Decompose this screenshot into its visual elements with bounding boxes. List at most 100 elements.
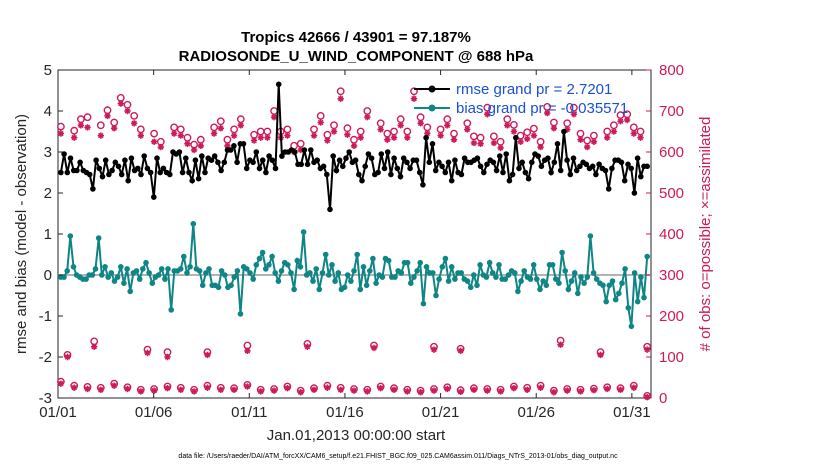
data-point (147, 169, 154, 176)
obs-possible-point (216, 117, 225, 126)
y-right-tick-label: 600 (659, 144, 684, 161)
data-point (502, 276, 509, 282)
series-obs-count (57, 95, 651, 361)
obs-assimilated-point (404, 388, 411, 395)
data-point (602, 167, 609, 174)
data-point (554, 141, 561, 147)
data-point (288, 270, 294, 276)
data-point (535, 153, 541, 159)
data-point (140, 266, 146, 272)
obs-assimilated-point (470, 386, 478, 393)
obs-possible-point (70, 126, 79, 135)
x-tick-label: 01/26 (517, 404, 555, 421)
data-point (111, 278, 118, 284)
data-point (199, 282, 206, 289)
obs-assimilated-point (524, 135, 531, 143)
obs-possible-point (336, 87, 345, 96)
data-point (564, 157, 570, 163)
data-point (381, 165, 388, 172)
obs-assimilated-point (390, 386, 398, 393)
data-point (176, 149, 183, 155)
obs-assimilated-point (524, 386, 531, 393)
data-point (208, 157, 215, 163)
data-point (320, 163, 327, 170)
obs-assimilated-point (497, 388, 504, 395)
obs-assimilated-point (490, 139, 498, 147)
obs-assimilated-point (324, 137, 331, 144)
data-point (545, 155, 551, 161)
obs-assimilated-point (57, 130, 65, 137)
data-point (109, 167, 115, 174)
legend-marker (428, 104, 436, 112)
data-point (228, 282, 234, 289)
data-point (356, 171, 362, 178)
data-point (95, 235, 102, 241)
data-point (298, 161, 305, 168)
data-point (619, 280, 625, 287)
data-point (553, 276, 559, 282)
data-point (149, 280, 156, 287)
obs-assimilated-point (137, 388, 145, 395)
obs-assimilated-point (437, 132, 444, 139)
data-point (638, 173, 644, 180)
data-point (605, 186, 612, 192)
obs-assimilated-point (304, 343, 311, 350)
data-point (115, 163, 122, 170)
data-point (589, 163, 596, 170)
data-point (618, 159, 625, 166)
data-point (359, 177, 365, 184)
obs-assimilated-point (177, 132, 184, 139)
data-point (89, 272, 96, 278)
series-rmse (58, 81, 650, 213)
data-point (231, 143, 237, 149)
obs-assimilated-point (270, 113, 278, 121)
data-point (244, 266, 250, 272)
data-point (384, 149, 391, 155)
data-point (625, 161, 631, 168)
data-point (506, 177, 513, 184)
obs-assimilated-point (643, 393, 651, 401)
data-point (548, 169, 554, 176)
data-point (215, 284, 222, 291)
obs-possible-point (483, 103, 492, 112)
data-point (297, 264, 304, 270)
data-point (275, 81, 282, 88)
data-point (74, 167, 80, 174)
obs-assimilated-point (477, 140, 484, 147)
data-point (578, 274, 584, 280)
x-axis-label: Jan.01,2013 00:00:00 start (267, 427, 446, 444)
data-point (461, 155, 468, 161)
data-point (404, 259, 411, 266)
obs-possible-point (570, 103, 578, 112)
data-point (436, 159, 442, 166)
obs-assimilated-point (364, 113, 371, 121)
data-point (307, 270, 313, 276)
data-point (644, 253, 650, 260)
obs-assimilated-point (257, 134, 264, 141)
data-point (253, 149, 260, 155)
y-tick-label: 5 (44, 62, 52, 79)
obs-assimilated-point (124, 107, 131, 115)
obs-assimilated-point (603, 134, 611, 141)
data-point (218, 268, 225, 274)
obs-assimilated-point (130, 120, 138, 127)
data-point (133, 268, 140, 274)
data-point (343, 155, 349, 161)
data-point (575, 290, 581, 297)
obs-assimilated-point (464, 126, 471, 133)
obs-possible-point (489, 132, 498, 141)
data-point (240, 141, 247, 147)
data-point (102, 264, 108, 270)
obs-assimilated-point (530, 132, 538, 139)
data-point (196, 268, 203, 274)
obs-assimilated-point (264, 134, 271, 141)
data-point (529, 159, 535, 166)
data-point (348, 278, 354, 284)
obs-assimilated-point (370, 344, 378, 352)
obs-assimilated-point (230, 132, 238, 139)
obs-assimilated-point (330, 128, 338, 135)
obs-assimilated-point (157, 143, 165, 151)
data-point (474, 282, 480, 289)
data-point (458, 270, 465, 276)
obs-assimilated-point (417, 389, 424, 396)
